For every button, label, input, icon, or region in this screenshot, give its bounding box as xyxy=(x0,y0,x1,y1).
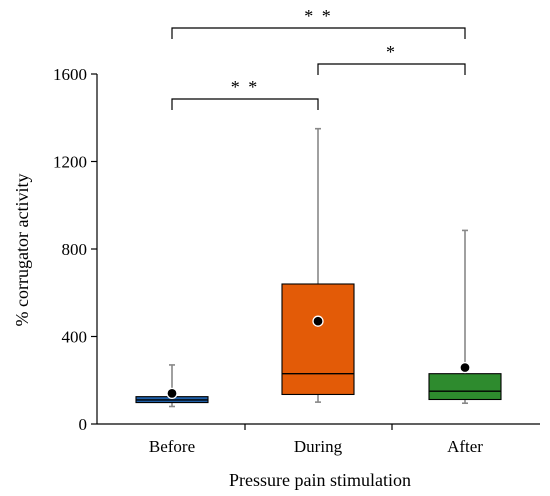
mean-marker xyxy=(312,315,324,327)
sig-bracket: * * xyxy=(171,77,319,110)
sig-label: * xyxy=(386,42,397,62)
y-axis-title: % corrugator activity xyxy=(12,174,32,327)
sig-bracket-line xyxy=(317,63,466,75)
x-tick-label: During xyxy=(294,437,343,456)
x-tick-label: After xyxy=(447,437,483,456)
x-tick-label: Before xyxy=(149,437,195,456)
boxes xyxy=(135,127,502,408)
y-tick-label: 0 xyxy=(79,415,88,434)
box-before xyxy=(135,364,209,408)
mean-marker xyxy=(166,387,178,400)
significance-brackets: * * * * * xyxy=(171,6,466,110)
sig-bracket: * * xyxy=(171,6,466,39)
sig-bracket-line xyxy=(171,27,466,39)
mean-marker xyxy=(459,361,471,374)
sig-bracket-line xyxy=(171,98,319,110)
axes: 0 400 800 1200 1600 Before During After xyxy=(53,65,540,456)
box-after xyxy=(428,229,502,405)
y-tick-label: 1600 xyxy=(53,65,87,84)
y-tick-label: 400 xyxy=(62,328,88,347)
box-rect xyxy=(428,373,502,401)
box-rect xyxy=(281,283,355,396)
sig-bracket: * xyxy=(317,42,466,75)
box-during xyxy=(281,127,355,403)
y-tick-label: 800 xyxy=(62,240,88,259)
x-axis-title: Pressure pain stimulation xyxy=(229,470,411,490)
sig-label: * * xyxy=(304,6,333,26)
sig-label: * * xyxy=(231,77,260,97)
y-tick-label: 1200 xyxy=(53,153,87,172)
